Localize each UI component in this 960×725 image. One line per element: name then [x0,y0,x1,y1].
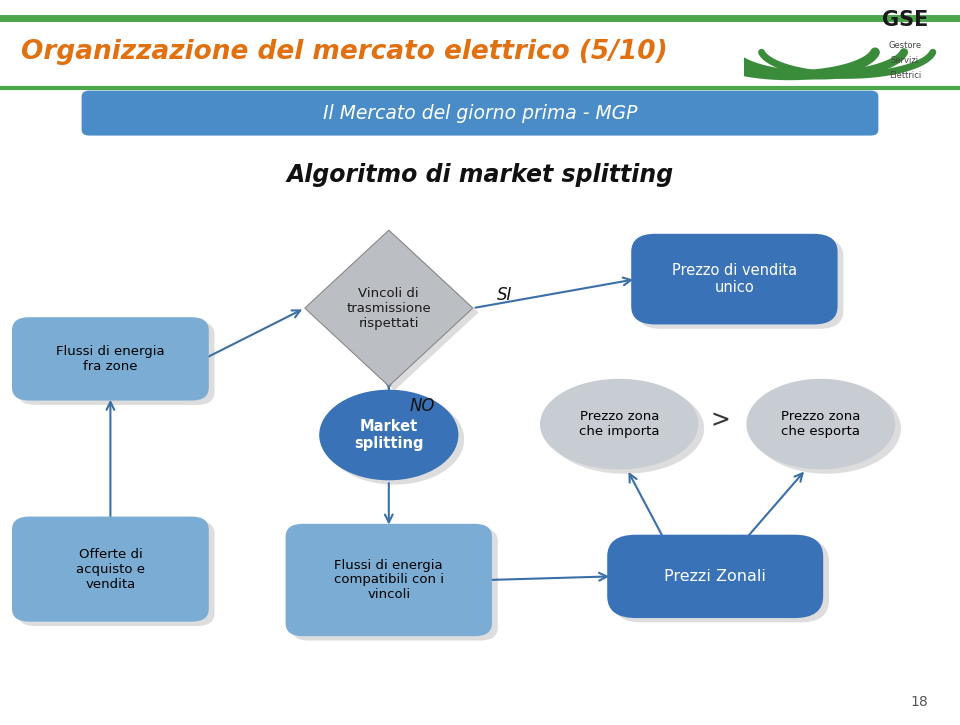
FancyBboxPatch shape [82,91,878,136]
Text: Market
splitting: Market splitting [354,419,423,451]
Text: Algoritmo di market splitting: Algoritmo di market splitting [286,163,674,188]
Text: SI: SI [497,286,513,304]
Text: Prezzi Zonali: Prezzi Zonali [664,569,766,584]
Ellipse shape [319,390,459,481]
FancyBboxPatch shape [286,524,492,637]
Text: Flussi di energia
compatibili con i
vincoli: Flussi di energia compatibili con i vinc… [334,558,444,602]
Text: Organizzazione del mercato elettrico (5/10): Organizzazione del mercato elettrico (5/… [21,39,668,65]
Ellipse shape [753,384,900,474]
Text: GSE: GSE [882,10,928,30]
Text: Prezzo di vendita
unico: Prezzo di vendita unico [672,263,797,295]
Text: Vincoli di
trasmissione
rispettati: Vincoli di trasmissione rispettati [347,286,431,330]
Ellipse shape [545,384,705,474]
Polygon shape [311,235,479,391]
Text: Flussi di energia
fra zone: Flussi di energia fra zone [56,345,165,373]
Ellipse shape [540,378,699,470]
FancyBboxPatch shape [292,528,498,641]
Text: Servizi: Servizi [891,56,919,65]
Text: 18: 18 [911,695,928,709]
Polygon shape [305,231,473,386]
Text: NO: NO [410,397,436,415]
Ellipse shape [324,394,465,484]
FancyBboxPatch shape [612,539,828,622]
FancyBboxPatch shape [12,318,209,400]
Text: Prezzo zona
che esporta: Prezzo zona che esporta [781,410,860,438]
Text: Prezzo zona
che importa: Prezzo zona che importa [579,410,660,438]
FancyBboxPatch shape [637,239,843,329]
FancyBboxPatch shape [632,233,837,325]
Text: Il Mercato del giorno prima - MGP: Il Mercato del giorno prima - MGP [323,104,637,123]
FancyBboxPatch shape [17,521,215,626]
FancyBboxPatch shape [607,535,823,618]
Text: Elettrici: Elettrici [889,70,921,80]
Text: >: > [710,408,730,433]
FancyBboxPatch shape [12,517,209,622]
FancyBboxPatch shape [17,322,215,405]
Text: Gestore: Gestore [888,41,922,49]
Ellipse shape [747,378,895,470]
Text: Offerte di
acquisto e
vendita: Offerte di acquisto e vendita [76,547,145,591]
